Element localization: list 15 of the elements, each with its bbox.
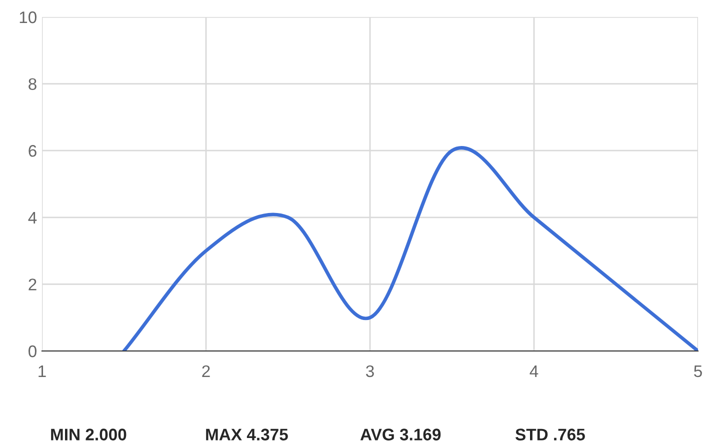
y-tick-label: 2 bbox=[28, 278, 36, 290]
y-tick-label: 4 bbox=[28, 212, 37, 224]
x-tick-label: 1 bbox=[38, 366, 46, 377]
x-tick-label: 2 bbox=[202, 365, 210, 377]
y-tick-label: 6 bbox=[28, 145, 36, 157]
text: AVG 3.169 bbox=[360, 428, 441, 440]
x-tick-label: 5 bbox=[694, 366, 702, 378]
y-tick-label: 0 bbox=[28, 345, 36, 358]
y-tick-label: 10 bbox=[20, 11, 36, 24]
text: STD .765 bbox=[515, 428, 585, 440]
y-tick-label: 8 bbox=[28, 78, 36, 90]
x-tick-label: 4 bbox=[530, 366, 538, 377]
x-tick-label: 3 bbox=[366, 365, 374, 378]
text: MIN 2.000 bbox=[51, 428, 126, 440]
text: MAX 4.375 bbox=[206, 428, 288, 440]
